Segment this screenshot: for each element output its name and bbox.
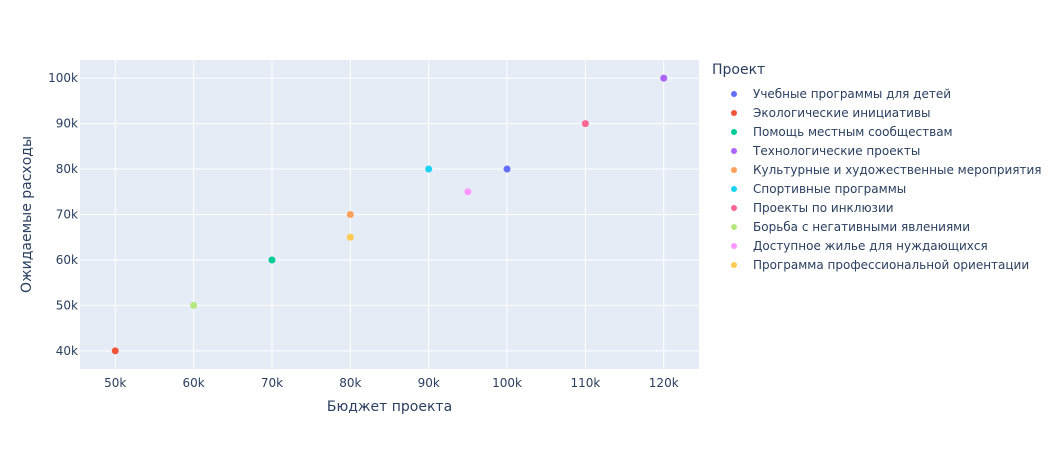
x-tick-label: 100k [492,376,522,390]
legend-label: Проекты по инклюзии [753,200,894,215]
y-tick-label: 60k [56,253,78,267]
data-point[interactable] [464,188,472,196]
data-point[interactable] [581,120,589,128]
data-point[interactable] [346,233,354,241]
y-tick-labels: 40k 50k 60k 70k 80k 90k 100k [48,71,78,358]
legend-item[interactable]: Проекты по инклюзии [712,198,1042,217]
y-tick-label: 90k [56,117,78,131]
legend-item[interactable]: Учебные программы для детей [712,84,1042,103]
y-tick-label: 100k [48,71,78,85]
legend-item[interactable]: Спортивные программы [712,179,1042,198]
legend-item[interactable]: Помощь местным сообществам [712,122,1042,141]
data-point[interactable] [660,74,668,82]
legend-marker-icon [731,166,737,173]
legend-marker-icon [731,109,737,116]
data-points [111,74,668,355]
data-point[interactable] [425,165,433,173]
x-tick-label: 60k [183,376,205,390]
x-tick-label: 50k [104,376,126,390]
legend-label: Помощь местным сообществам [753,124,953,139]
legend-title: Проект [712,62,766,78]
legend-label: Программа профессиональной ориентации [753,257,1030,272]
legend-label: Культурные и художественные мероприятия [753,162,1042,177]
data-point[interactable] [503,165,511,173]
legend-label: Доступное жилье для нуждающихся [753,238,988,253]
legend-marker-icon [731,261,737,268]
legend-marker-icon [731,204,737,211]
legend-marker-icon [731,90,737,97]
legend-item[interactable]: Культурные и художественные мероприятия [712,160,1042,179]
legend-label: Учебные программы для детей [753,86,952,101]
data-point[interactable] [190,301,198,309]
data-point[interactable] [346,211,354,218]
y-tick-label: 70k [56,208,78,222]
x-tick-labels: 50k 60k 70k 80k 90k 100k 110k 120k [104,376,679,390]
data-point[interactable] [111,347,119,355]
legend-marker-icon [731,147,737,154]
x-tick-label: 90k [418,376,440,390]
x-axis-title: Бюджет проекта [327,399,452,415]
legend-item[interactable]: Доступное жилье для нуждающихся [712,236,1042,255]
legend-marker-icon [731,185,737,192]
legend-marker-icon [731,128,737,135]
legend-items: Учебные программы для детей Экологические… [712,84,1042,274]
x-tick-label: 120k [649,376,679,390]
legend: Проект Учебные программы для детей Эколог… [712,62,1042,274]
legend-item[interactable]: Технологические проекты [712,141,1042,160]
y-tick-label: 80k [56,162,78,176]
legend-item[interactable]: Экологические инициативы [712,103,1042,122]
x-tick-label: 110k [570,376,600,390]
y-tick-label: 40k [56,344,78,358]
y-gridlines [80,77,699,352]
legend-marker-icon [731,223,737,230]
legend-marker-icon [731,242,737,249]
data-point[interactable] [268,256,276,264]
x-tick-label: 70k [261,376,283,390]
legend-item[interactable]: Борьба с негативными явлениями [712,217,1042,236]
legend-item[interactable]: Программа профессиональной ориентации [712,255,1042,274]
legend-label: Технологические проекты [753,143,921,158]
legend-label: Борьба с негативными явлениями [753,219,971,234]
legend-label: Спортивные программы [753,181,907,196]
y-axis-title: Ожидаемые расходы [19,136,35,293]
x-tick-label: 80k [339,376,361,390]
legend-label: Экологические инициативы [753,105,931,120]
y-tick-label: 50k [56,298,78,312]
